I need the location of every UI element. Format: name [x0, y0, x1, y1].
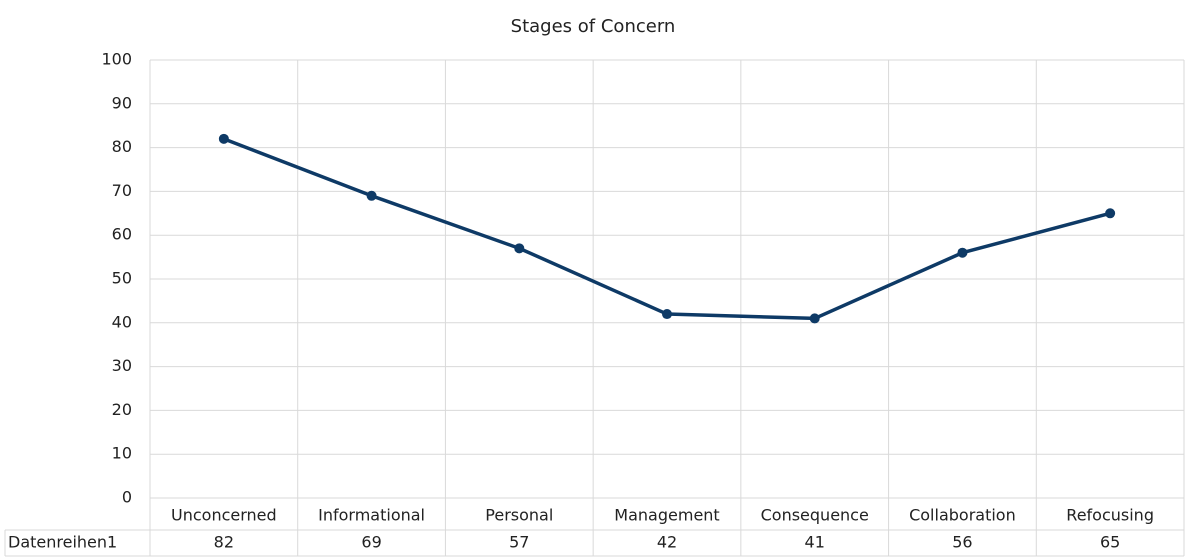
x-tick-label: Informational: [318, 506, 425, 525]
y-tick-label: 0: [122, 488, 132, 507]
x-tick-label: Management: [614, 506, 719, 525]
x-tick-label: Refocusing: [1066, 506, 1154, 525]
table-value: 82: [214, 533, 234, 552]
table-value: 56: [952, 533, 972, 552]
y-tick-label: 50: [112, 269, 132, 288]
y-tick-label: 90: [112, 93, 132, 112]
series-line: [223, 137, 1111, 321]
y-tick-label: 20: [112, 400, 132, 419]
y-tick-label: 70: [112, 181, 132, 200]
data-point: [366, 190, 377, 201]
data-point: [218, 133, 229, 144]
y-tick-label: 60: [112, 225, 132, 244]
data-point: [809, 313, 820, 324]
table-series-name: Datenreihen1: [8, 533, 117, 552]
y-tick-label: 10: [112, 444, 132, 463]
data-point: [514, 243, 525, 254]
data-point: [662, 309, 672, 320]
table-value: 65: [1100, 533, 1120, 552]
table-value: 57: [509, 533, 529, 552]
table-value: 69: [361, 533, 381, 552]
table-value: 42: [657, 533, 677, 552]
y-tick-label: 80: [112, 137, 132, 156]
x-tick-label: Collaboration: [909, 506, 1016, 525]
x-tick-label: Personal: [485, 506, 553, 525]
table-value: 41: [805, 533, 825, 552]
chart-title: Stages of Concern: [511, 16, 676, 37]
data-point: [957, 247, 968, 258]
x-tick-label: Unconcerned: [171, 506, 277, 525]
x-tick-label: Consequence: [761, 506, 869, 525]
y-tick-label: 40: [112, 312, 132, 331]
data-point: [1105, 208, 1116, 219]
y-tick-label: 100: [101, 50, 132, 69]
y-tick-label: 30: [112, 356, 132, 375]
